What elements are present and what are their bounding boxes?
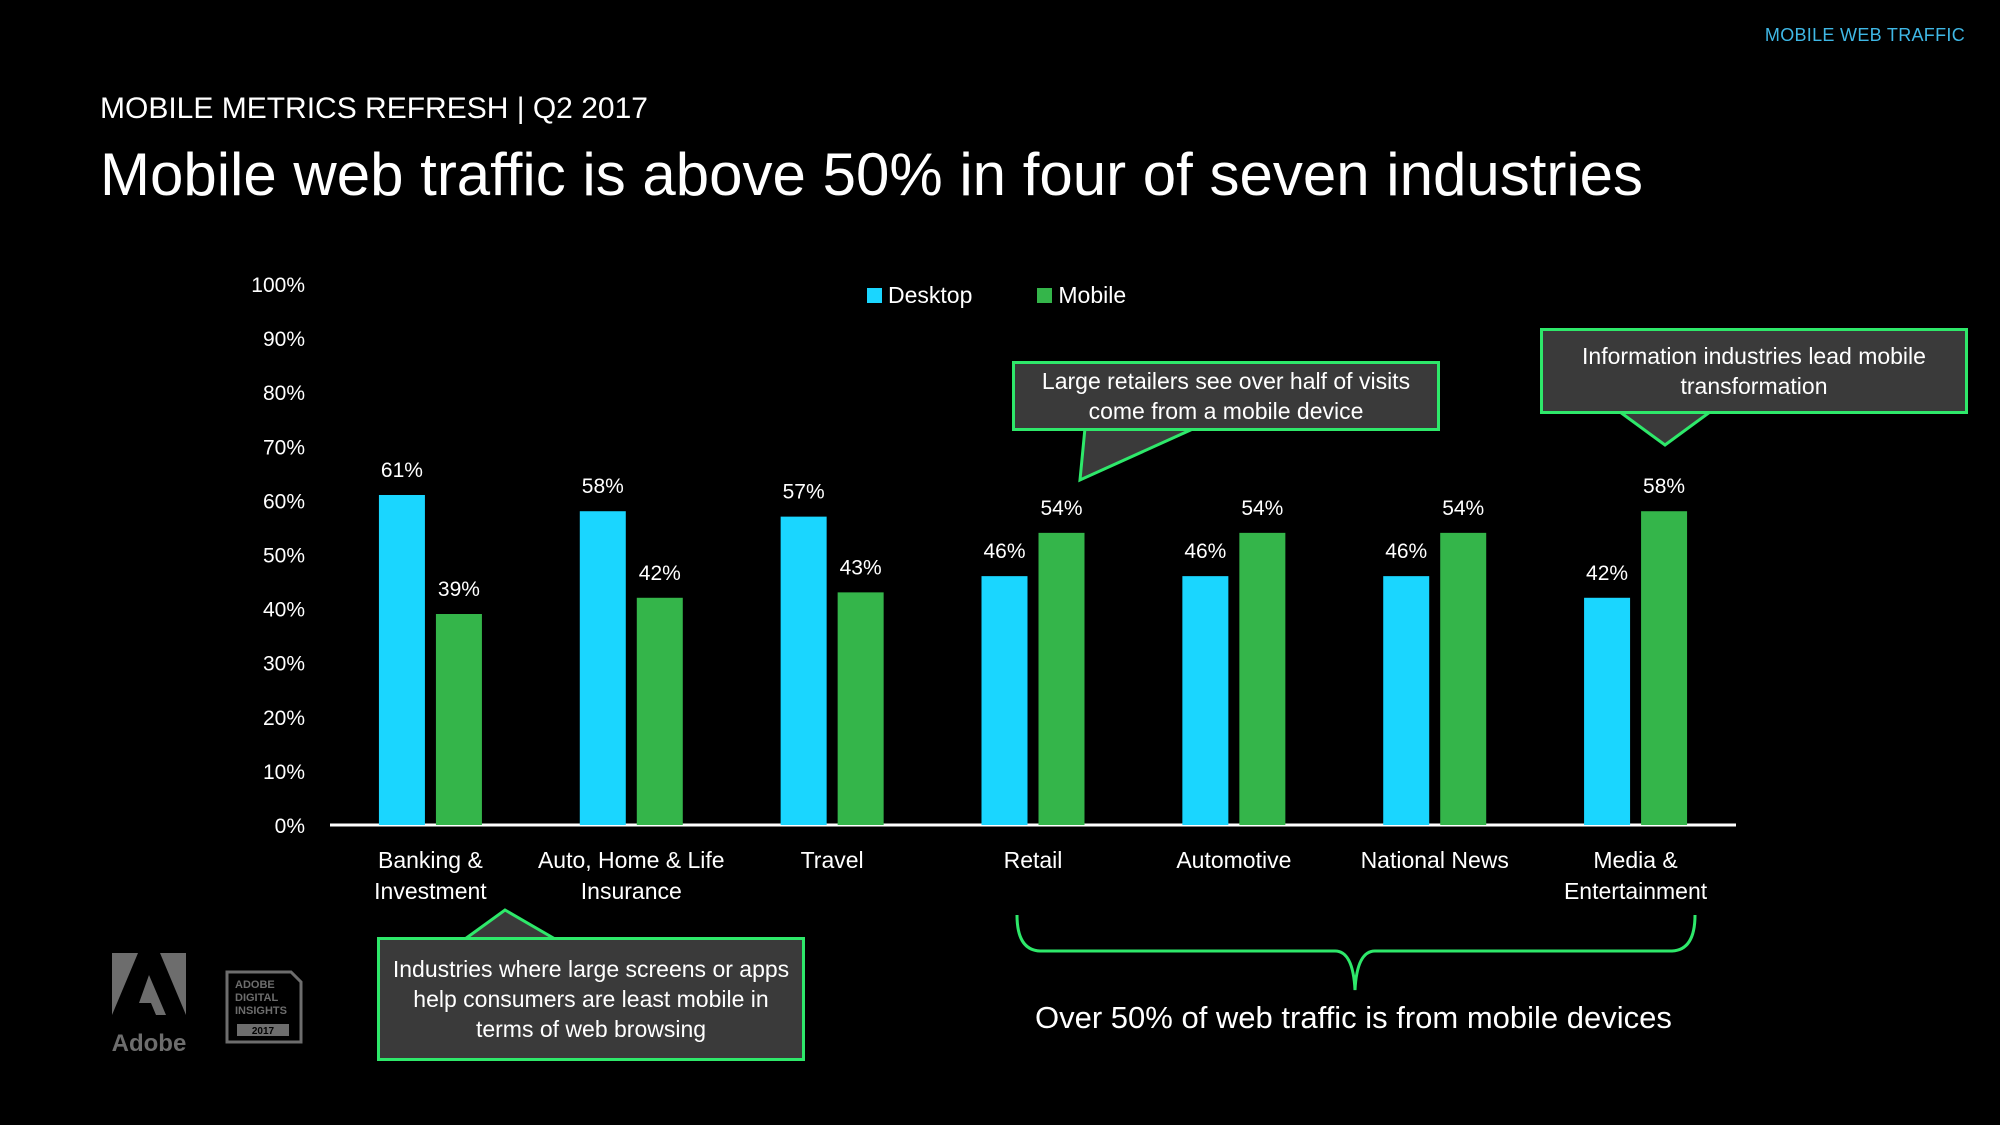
callout-banking: Industries where large screens or apps h… bbox=[377, 937, 805, 1061]
desktop-data-label: 46% bbox=[1385, 540, 1427, 563]
callout-retail: Large retailers see over half of visits … bbox=[1012, 361, 1440, 431]
bottom-note: Over 50% of web traffic is from mobile d… bbox=[1035, 1000, 1672, 1035]
desktop-data-label: 61% bbox=[381, 459, 423, 482]
x-category-label: Investment bbox=[374, 878, 487, 904]
callout-pointer-banking bbox=[460, 908, 561, 941]
x-category-label: Auto, Home & Life bbox=[538, 847, 725, 873]
desktop-bar bbox=[981, 576, 1028, 825]
desktop-bar bbox=[378, 494, 425, 825]
mobile-bar bbox=[1038, 532, 1085, 825]
legend-item-mobile: Mobile bbox=[1037, 282, 1126, 309]
mobile-data-label: 54% bbox=[1241, 497, 1283, 520]
legend-swatch-mobile bbox=[1037, 288, 1053, 303]
y-tick-label: 80% bbox=[263, 382, 305, 405]
adi-logo-frame bbox=[225, 970, 303, 1044]
callout-pointer-retail bbox=[1078, 426, 1196, 483]
desktop-bar bbox=[579, 511, 626, 825]
x-category-label: Retail bbox=[1004, 847, 1063, 873]
mobile-bar bbox=[1239, 532, 1286, 825]
adi-logo-line2: DIGITAL bbox=[235, 992, 278, 1004]
x-category-label: Entertainment bbox=[1564, 878, 1708, 904]
adobe-logo: Adobe bbox=[112, 953, 187, 1057]
mobile-data-label: 42% bbox=[639, 562, 681, 585]
mobile-data-label: 54% bbox=[1040, 497, 1082, 520]
adi-logo-line1: ADOBE bbox=[235, 979, 275, 991]
y-tick-label: 40% bbox=[263, 599, 305, 622]
mobile-data-label: 54% bbox=[1442, 497, 1484, 520]
adobe-logo-right-shape bbox=[160, 953, 186, 1015]
adi-logo-year: 2017 bbox=[252, 1026, 275, 1037]
x-category-label: Banking & bbox=[378, 847, 483, 873]
mobile-bar bbox=[435, 614, 482, 825]
desktop-bar bbox=[1182, 576, 1229, 825]
y-tick-label: 70% bbox=[263, 436, 305, 459]
desktop-bar bbox=[780, 516, 827, 825]
adi-logo-line3: INSIGHTS bbox=[235, 1005, 287, 1017]
x-category-label: Automotive bbox=[1176, 847, 1291, 873]
mobile-majority-bracket bbox=[1015, 914, 1697, 991]
legend-label-desktop: Desktop bbox=[888, 282, 973, 308]
desktop-data-label: 57% bbox=[783, 481, 825, 504]
mobile-bar bbox=[837, 592, 884, 825]
adobe-digital-insights-logo: ADOBE DIGITAL INSIGHTS 2017 bbox=[225, 970, 303, 1044]
y-tick-label: 50% bbox=[263, 545, 305, 568]
y-tick-label: 20% bbox=[263, 707, 305, 730]
mobile-bar bbox=[1440, 532, 1487, 825]
desktop-data-label: 46% bbox=[983, 540, 1025, 563]
desktop-data-label: 42% bbox=[1586, 562, 1628, 585]
y-tick-label: 30% bbox=[263, 653, 305, 676]
adobe-logo-left-shape bbox=[112, 953, 138, 1015]
mobile-data-label: 58% bbox=[1643, 475, 1685, 498]
section-tag: MOBILE WEB TRAFFIC bbox=[1764, 25, 1965, 45]
y-tick-label: 10% bbox=[263, 761, 305, 784]
mobile-bar bbox=[1641, 511, 1688, 825]
desktop-bar bbox=[1383, 576, 1430, 825]
mobile-bar bbox=[636, 597, 683, 825]
x-category-label: Insurance bbox=[581, 878, 682, 904]
adobe-logo-center-shape bbox=[139, 975, 166, 1015]
callout-media: Information industries lead mobile trans… bbox=[1540, 328, 1968, 414]
adobe-logo-wordmark: Adobe bbox=[112, 1030, 187, 1057]
y-tick-label: 100% bbox=[251, 274, 305, 297]
legend-swatch-desktop bbox=[867, 288, 882, 303]
legend-label-mobile: Mobile bbox=[1058, 282, 1127, 308]
desktop-data-label: 58% bbox=[582, 475, 624, 498]
desktop-data-label: 46% bbox=[1184, 540, 1226, 563]
page-subtitle: MOBILE METRICS REFRESH | Q2 2017 bbox=[100, 92, 648, 125]
page-title: Mobile web traffic is above 50% in four … bbox=[100, 141, 1644, 208]
legend-item-desktop: Desktop bbox=[867, 282, 972, 309]
adi-logo-year-bar bbox=[237, 1024, 289, 1036]
mobile-data-label: 39% bbox=[438, 578, 480, 601]
desktop-bar bbox=[1584, 597, 1631, 825]
y-tick-label: 60% bbox=[263, 490, 305, 513]
y-tick-label: 90% bbox=[263, 328, 305, 351]
mobile-data-label: 43% bbox=[840, 556, 882, 579]
y-tick-label: 0% bbox=[275, 815, 305, 838]
chart-legend: Desktop Mobile bbox=[867, 282, 1191, 309]
x-category-label: National News bbox=[1361, 847, 1509, 873]
x-category-label: Media & bbox=[1593, 847, 1677, 873]
callout-pointer-media bbox=[1615, 410, 1715, 447]
x-category-label: Travel bbox=[801, 847, 864, 873]
